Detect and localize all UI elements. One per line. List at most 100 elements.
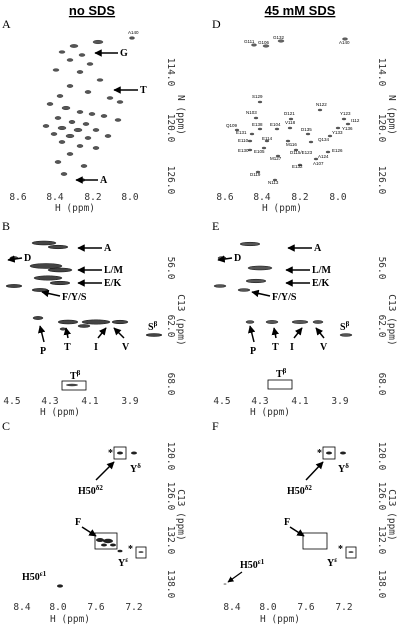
y-ticks-a: 114.0 120.0 126.0 [165,58,176,195]
svg-text:D119: D119 [250,172,261,177]
panel-e: E A D L/M E/K F/Y/S Sβ P T I V Tβ 56.0 6… [212,219,397,418]
svg-text:Yδ: Yδ [338,462,349,475]
svg-text:L/M: L/M [104,265,123,276]
svg-text:D115/E123: D115/E123 [290,150,313,155]
svg-text:Q134: Q134 [318,137,330,142]
arrow-b-t [63,327,72,339]
svg-text:8.4: 8.4 [253,192,270,203]
svg-text:8.0: 8.0 [121,192,138,203]
svg-text:120.0: 120.0 [376,442,387,471]
panel-c: C * Yδ H50δ2 F * Yε H50ε1 120.0 126.0 13… [2,419,186,625]
y-label-f: C13 (ppm) [386,489,397,540]
svg-text:120.0: 120.0 [165,114,176,143]
svg-text:T: T [64,342,71,353]
arrow-b-i [97,327,107,339]
svg-text:8.2: 8.2 [291,192,308,203]
svg-text:M127: M127 [270,156,282,161]
svg-text:E/K: E/K [104,278,121,289]
panel-a: A A140 G T A 114.0 120.0 126.0 [2,17,186,214]
svg-text:4.3: 4.3 [251,396,268,407]
svg-text:Yε: Yε [118,556,128,569]
x-label-d: H (ppm) [262,203,302,214]
panel-label-a: A [2,17,11,31]
svg-text:4.3: 4.3 [41,396,58,407]
svg-text:E110: E110 [238,138,249,143]
svg-text:V: V [320,342,328,353]
svg-text:8.0: 8.0 [49,602,66,613]
svg-text:8.4: 8.4 [223,602,240,613]
svg-text:7.2: 7.2 [335,602,352,613]
y-label-d: N (ppm) [386,95,397,135]
svg-text:138.0: 138.0 [165,570,176,599]
svg-text:E131: E131 [236,130,247,135]
svg-text:F: F [284,517,290,528]
svg-text:56.0: 56.0 [376,257,387,280]
x-ticks-a: 8.6 8.4 8.2 8.0 [9,192,138,203]
panel-b-peaks [5,240,163,337]
svg-text:P: P [40,346,46,357]
svg-text:N113: N113 [268,180,279,185]
svg-text:8.0: 8.0 [259,602,276,613]
svg-text:120.0: 120.0 [165,442,176,471]
svg-text:H50δ2: H50δ2 [287,484,312,497]
svg-text:*: * [317,448,322,459]
arrow-b-v [113,327,125,339]
svg-text:Q109: Q109 [226,123,238,128]
svg-text:D135: D135 [301,127,312,132]
svg-text:126.0: 126.0 [165,166,176,195]
svg-text:I: I [290,342,294,353]
header-45mm-sds: 45 mM SDS [265,3,336,18]
svg-text:N103: N103 [246,110,257,115]
panel-d-residue-labels: G111 G106 G132 A140 S129 D121 N122 N103 … [226,35,360,185]
svg-text:Y136: Y136 [342,126,353,131]
x-label-a: H (ppm) [55,203,95,214]
svg-text:7.6: 7.6 [87,602,104,613]
panel-label-c: C [2,419,10,433]
box-b-tbeta [61,380,87,391]
svg-text:D121: D121 [284,111,295,116]
svg-text:V: V [122,342,130,353]
svg-text:D: D [24,253,31,264]
svg-text:3.9: 3.9 [331,396,348,407]
svg-text:7.6: 7.6 [297,602,314,613]
svg-text:138.0: 138.0 [376,570,387,599]
svg-text:I112: I112 [351,118,360,123]
svg-text:*: * [338,544,343,555]
svg-text:P: P [250,346,256,357]
svg-text:D: D [234,253,241,264]
y-label-c: C13 (ppm) [175,489,186,540]
svg-text:A: A [314,243,322,254]
annotation-a: A [100,175,108,186]
svg-text:F: F [75,517,81,528]
svg-text:T: T [272,342,279,353]
svg-text:132.0: 132.0 [165,526,176,555]
y-label-a: N (ppm) [175,95,186,135]
x-ticks-c: 8.4 8.0 7.6 7.2 [13,602,142,613]
arrow-c-f [81,526,97,537]
svg-text:G106: G106 [258,40,270,45]
panel-d-peaks [234,37,351,182]
residue-label-a140-a: A140 [128,30,139,35]
svg-text:H50ε1: H50ε1 [22,570,47,583]
x-ticks-f: 8.4 8.0 7.6 7.2 [223,602,352,613]
svg-text:4.5: 4.5 [213,396,230,407]
annotation-g: G [120,48,128,59]
y-ticks-c: 120.0 126.0 132.0 138.0 [165,442,176,599]
svg-text:*: * [128,544,133,555]
svg-text:E132: E132 [292,164,303,169]
svg-text:62.0: 62.0 [165,315,176,338]
annotation-e-tbeta: Tβ [276,367,287,380]
svg-text:8.0: 8.0 [329,192,346,203]
svg-text:A140: A140 [339,40,350,45]
svg-text:4.5: 4.5 [3,396,20,407]
svg-text:68.0: 68.0 [376,373,387,396]
y-ticks-e: 56.0 62.0 68.0 [376,257,387,396]
svg-text:56.0: 56.0 [165,257,176,280]
arrow-b-fys [41,289,61,298]
svg-text:62.0: 62.0 [376,315,387,338]
box-e-tbeta [267,379,293,390]
panel-a-peaks [42,36,135,182]
arrow-f-f [289,526,305,537]
arrow-f-h50d2 [305,461,324,481]
svg-text:N122: N122 [316,102,327,107]
